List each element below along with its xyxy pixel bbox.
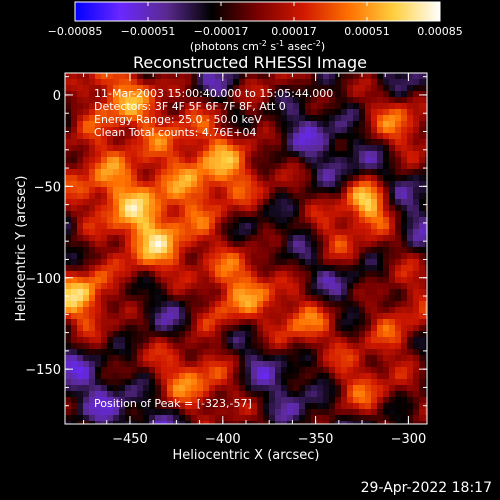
x-tick-label: −350	[298, 432, 334, 447]
colorbar-ticks: −0.00085 −0.00051 −0.00017 0.00017 0.00051 0.…	[48, 2, 463, 38]
colorbar-units-label: (photons cm-2 s-1 asec-2)	[190, 39, 325, 54]
y-axis-label: Heliocentric Y (arcsec)	[14, 176, 29, 322]
annotation-line: Clean Total counts: 4.76E+04	[94, 126, 257, 139]
annotation-line: Energy Range: 25.0 - 50.0 keV	[94, 113, 262, 126]
x-tick-label: −400	[205, 432, 241, 447]
colorbar	[74, 1, 441, 22]
colorbar-tick-label: 0.00085	[417, 25, 463, 38]
x-tick-label: −300	[391, 432, 427, 447]
colorbar-tick-label: −0.00051	[121, 25, 176, 38]
x-tick-label: −450	[112, 432, 148, 447]
axis-ticks: −450 −400 −350 −300 0 −50 −100 −150	[25, 73, 427, 447]
annotation-block: 11-Mar-2003 15:00:40.000 to 15:05:44.000…	[94, 87, 333, 139]
colorbar-tick-label: 0.00051	[344, 25, 390, 38]
colorbar-tick-label: −0.00017	[194, 25, 249, 38]
chart-title: Reconstructed RHESSI Image	[133, 53, 367, 72]
colorbar-tick-label: −0.00085	[48, 25, 103, 38]
peak-position-label: Position of Peak = [-323,-57]	[94, 397, 252, 410]
annotation-line: Detectors: 3F 4F 5F 6F 7F 8F, Att 0	[94, 100, 286, 113]
y-tick-label: 0	[53, 89, 61, 104]
annotation-line: 11-Mar-2003 15:00:40.000 to 15:05:44.000	[94, 87, 333, 100]
timestamp-footer: 29-Apr-2022 18:17	[360, 480, 492, 496]
x-axis-label: Heliocentric X (arcsec)	[173, 448, 320, 463]
y-tick-label: −150	[25, 363, 61, 378]
y-tick-label: −50	[34, 180, 61, 195]
heatmap-image	[65, 73, 427, 424]
y-tick-label: −100	[25, 272, 61, 287]
colorbar-tick-label: 0.00017	[271, 25, 317, 38]
